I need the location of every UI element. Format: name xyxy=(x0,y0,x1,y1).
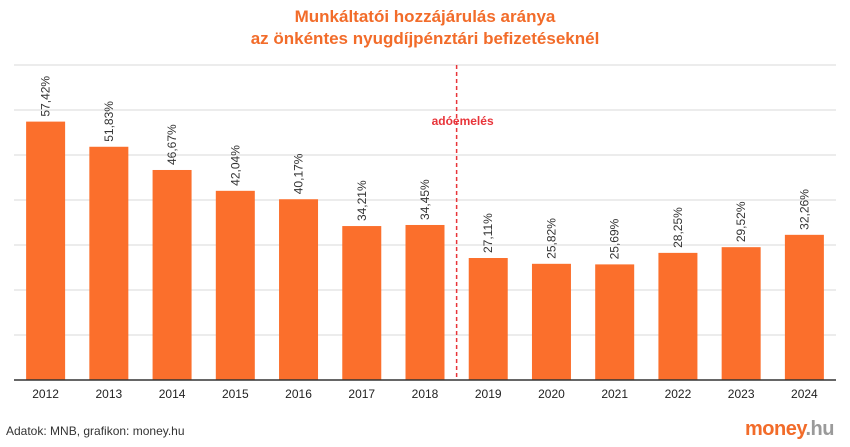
chart-title-line-2: az önkéntes nyugdíjpénztári befizetésekn… xyxy=(250,29,600,48)
x-label-2015: 2015 xyxy=(222,387,249,401)
data-label-2023: 29,52% xyxy=(734,201,748,242)
x-label-2019: 2019 xyxy=(475,387,502,401)
money-hu-logo: money.hu xyxy=(745,418,834,441)
data-label-2013: 51,83% xyxy=(102,101,116,142)
chart-title: Munkáltatói hozzájárulás aránya az önkén… xyxy=(0,6,850,50)
bar-2016 xyxy=(279,199,319,380)
source-note: Adatok: MNB, grafikon: money.hu xyxy=(6,424,185,438)
chart-title-line-1: Munkáltatói hozzájárulás aránya xyxy=(294,7,556,26)
bar-2012 xyxy=(26,121,66,381)
bar-2020 xyxy=(531,263,571,380)
x-label-2017: 2017 xyxy=(348,387,375,401)
x-axis-labels: 2012 2013 2014 2015 2016 2017 2018 2019 2020 2021… xyxy=(32,387,818,401)
data-label-2019: 27,11% xyxy=(481,213,495,253)
data-label-2018: 34,45% xyxy=(418,179,432,220)
data-label-2022: 28,25% xyxy=(671,207,685,248)
bar-2014 xyxy=(152,169,192,380)
bars xyxy=(14,121,836,381)
gridlines xyxy=(14,64,836,336)
bar-2021 xyxy=(595,264,635,380)
x-label-2023: 2023 xyxy=(728,387,755,401)
bar-2023 xyxy=(721,247,761,380)
data-labels: 57,42% 51,83% 46,67% 42,04% 40,17% 34,21% 34,4… xyxy=(39,76,812,260)
data-label-2024: 32,26% xyxy=(797,189,811,230)
annotation: adóemelés xyxy=(432,65,494,380)
logo-main: money xyxy=(745,418,806,440)
bar-2022 xyxy=(658,252,698,380)
data-label-2016: 40,17% xyxy=(292,153,306,194)
bar-2019 xyxy=(468,258,508,380)
x-label-2013: 2013 xyxy=(95,387,122,401)
data-label-2020: 25,82% xyxy=(544,218,558,259)
data-label-2017: 34,21% xyxy=(355,180,369,221)
data-label-2021: 25,69% xyxy=(608,218,622,259)
data-label-2014: 46,67% xyxy=(165,124,179,165)
bar-2015 xyxy=(215,190,255,380)
x-label-2022: 2022 xyxy=(665,387,692,401)
bar-2018 xyxy=(405,224,445,380)
logo-suffix: .hu xyxy=(805,418,834,440)
data-label-2012: 57,42% xyxy=(39,76,53,117)
annotation-label: adóemelés xyxy=(432,114,494,128)
x-label-2024: 2024 xyxy=(791,387,818,401)
x-label-2021: 2021 xyxy=(601,387,628,401)
x-label-2018: 2018 xyxy=(412,387,439,401)
x-label-2016: 2016 xyxy=(285,387,312,401)
bar-2013 xyxy=(89,146,129,380)
data-label-2015: 42,04% xyxy=(228,145,242,186)
x-label-2020: 2020 xyxy=(538,387,565,401)
x-label-2012: 2012 xyxy=(32,387,59,401)
bar-2024 xyxy=(784,234,824,380)
bar-2017 xyxy=(342,226,382,380)
x-label-2014: 2014 xyxy=(159,387,186,401)
